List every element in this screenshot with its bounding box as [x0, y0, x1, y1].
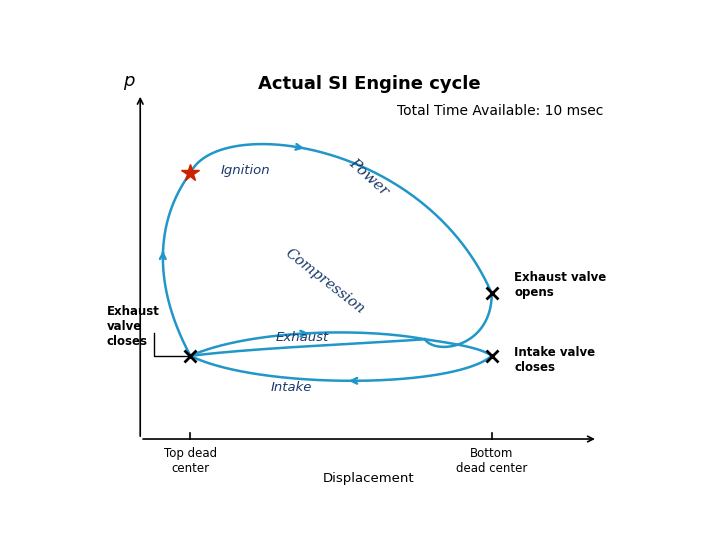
Text: Intake valve
closes: Intake valve closes	[514, 346, 595, 374]
Text: Top dead
center: Top dead center	[164, 447, 217, 475]
Text: Exhaust valve
opens: Exhaust valve opens	[514, 271, 606, 299]
Text: Total Time Available: 10 msec: Total Time Available: 10 msec	[397, 104, 603, 118]
Text: p: p	[123, 72, 135, 90]
Text: Actual SI Engine cycle: Actual SI Engine cycle	[258, 75, 480, 93]
Text: Exhaust
valve
closes: Exhaust valve closes	[107, 305, 160, 348]
Text: Power: Power	[346, 156, 392, 198]
Text: Displacement: Displacement	[323, 472, 415, 485]
Text: Exhaust: Exhaust	[276, 330, 328, 343]
Text: Ignition: Ignition	[221, 164, 271, 177]
Text: Compression: Compression	[282, 246, 366, 316]
Text: Intake: Intake	[270, 381, 312, 394]
Text: Bottom
dead center: Bottom dead center	[456, 447, 528, 475]
